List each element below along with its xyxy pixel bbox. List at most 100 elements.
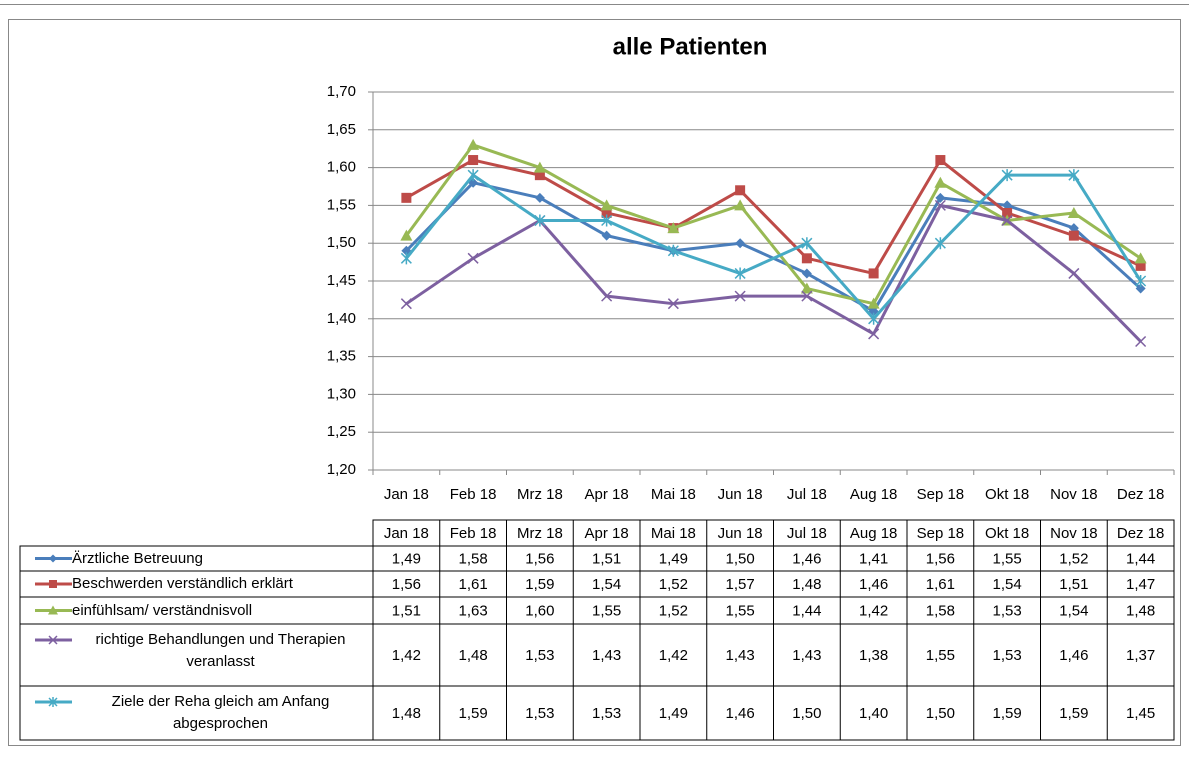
marker bbox=[734, 199, 747, 211]
series-line bbox=[405, 143, 1142, 306]
marker bbox=[801, 237, 813, 250]
table-cell: 1,42 bbox=[392, 647, 421, 664]
legend-text: Ziele der Reha gleich am Anfang abgespro… bbox=[111, 693, 330, 732]
marker bbox=[601, 214, 613, 227]
table-cell: 1,54 bbox=[592, 576, 621, 593]
legend-label: Ärztliche Betreuung bbox=[72, 550, 203, 567]
marker bbox=[934, 176, 947, 188]
marker bbox=[1068, 223, 1079, 234]
marker bbox=[533, 161, 546, 173]
table-cell: 1,53 bbox=[592, 705, 621, 722]
table-header-cell: Mrz 18 bbox=[517, 525, 563, 542]
marker bbox=[400, 298, 412, 310]
legend-label: Beschwerden verständlich erklärt bbox=[72, 575, 293, 592]
marker bbox=[534, 214, 546, 227]
table-header-cell: Feb 18 bbox=[450, 525, 497, 542]
table-cell: 1,58 bbox=[459, 550, 488, 567]
marker bbox=[601, 207, 612, 218]
table-cell: 1,49 bbox=[392, 550, 421, 567]
x-tick-label: Jul 18 bbox=[787, 486, 827, 503]
x-tick-label: Nov 18 bbox=[1050, 486, 1098, 503]
y-tick-label: 1,70 bbox=[327, 83, 356, 100]
marker bbox=[48, 635, 58, 645]
table-cell: 1,59 bbox=[993, 705, 1022, 722]
marker bbox=[734, 267, 746, 280]
table-cell: 1,50 bbox=[726, 550, 755, 567]
x-tick-label: Jan 18 bbox=[384, 486, 429, 503]
table-cell: 1,43 bbox=[592, 647, 621, 664]
marker bbox=[49, 554, 57, 563]
marker bbox=[468, 155, 479, 166]
marker bbox=[1068, 230, 1079, 241]
table-header-cell: Okt 18 bbox=[985, 525, 1029, 542]
chart-title: alle Patienten bbox=[613, 33, 768, 60]
marker bbox=[868, 268, 879, 279]
marker bbox=[1135, 260, 1146, 271]
table-header-cell: Nov 18 bbox=[1050, 525, 1098, 542]
table-cell: 1,51 bbox=[1059, 576, 1088, 593]
table-cell: 1,43 bbox=[726, 647, 755, 664]
marker bbox=[401, 192, 412, 203]
table-cell: 1,51 bbox=[592, 550, 621, 567]
marker bbox=[600, 199, 613, 211]
x-tick-label: Jun 18 bbox=[718, 486, 763, 503]
table-cell: 1,53 bbox=[993, 647, 1022, 664]
table-cell: 1,46 bbox=[792, 550, 821, 567]
x-tick-label: Dez 18 bbox=[1117, 486, 1165, 503]
table-cell: 1,61 bbox=[926, 576, 955, 593]
marker bbox=[534, 170, 545, 181]
table-cell: 1,38 bbox=[859, 647, 888, 664]
y-tick-label: 1,55 bbox=[327, 196, 356, 213]
marker bbox=[48, 605, 58, 615]
table-cell: 1,59 bbox=[1059, 705, 1088, 722]
marker bbox=[801, 268, 812, 279]
table-cell: 1,55 bbox=[592, 602, 621, 619]
marker bbox=[735, 185, 746, 196]
table-header-cell: Mai 18 bbox=[651, 525, 696, 542]
table-cell: 1,55 bbox=[926, 647, 955, 664]
table-cell: 1,55 bbox=[993, 550, 1022, 567]
table-cell: 1,50 bbox=[792, 705, 821, 722]
table-cell: 1,54 bbox=[993, 576, 1022, 593]
marker bbox=[1135, 275, 1147, 287]
y-tick-label: 1,25 bbox=[327, 423, 356, 440]
table-cell: 1,46 bbox=[726, 705, 755, 722]
table-cell: 1,40 bbox=[859, 705, 888, 722]
marker bbox=[1135, 335, 1147, 348]
marker bbox=[1002, 200, 1013, 211]
table-cell: 1,49 bbox=[659, 705, 688, 722]
marker bbox=[934, 237, 946, 250]
y-tick-label: 1,65 bbox=[327, 121, 356, 138]
table-cell: 1,47 bbox=[1126, 576, 1155, 593]
y-tick-label: 1,50 bbox=[327, 234, 356, 251]
table-cell: 1,44 bbox=[792, 602, 821, 619]
table-header-cell: Aug 18 bbox=[850, 525, 898, 542]
x-tick-label: Aug 18 bbox=[850, 486, 898, 503]
marker bbox=[667, 298, 679, 310]
y-tick-label: 1,40 bbox=[327, 310, 356, 327]
marker bbox=[400, 252, 412, 265]
x-tick-label: Mai 18 bbox=[651, 486, 696, 503]
marker bbox=[400, 229, 413, 241]
marker bbox=[1002, 207, 1013, 218]
table-cell: 1,59 bbox=[525, 576, 554, 593]
y-tick-label: 1,60 bbox=[327, 159, 356, 176]
table-cell: 1,37 bbox=[1126, 647, 1155, 664]
table-cell: 1,52 bbox=[659, 602, 688, 619]
table-cell: 1,46 bbox=[1059, 647, 1088, 664]
table-header-cell: Jul 18 bbox=[787, 525, 827, 542]
x-tick-label: Apr 18 bbox=[585, 486, 629, 503]
marker bbox=[467, 252, 479, 264]
marker bbox=[935, 192, 946, 203]
marker bbox=[601, 230, 612, 241]
marker bbox=[734, 290, 746, 302]
table-cell: 1,52 bbox=[1059, 550, 1088, 567]
table-cell: 1,56 bbox=[926, 550, 955, 567]
marker bbox=[667, 222, 680, 234]
table-cell: 1,55 bbox=[726, 602, 755, 619]
marker bbox=[1135, 283, 1146, 294]
table-cell: 1,42 bbox=[659, 647, 688, 664]
marker bbox=[800, 282, 813, 294]
marker bbox=[801, 290, 813, 302]
